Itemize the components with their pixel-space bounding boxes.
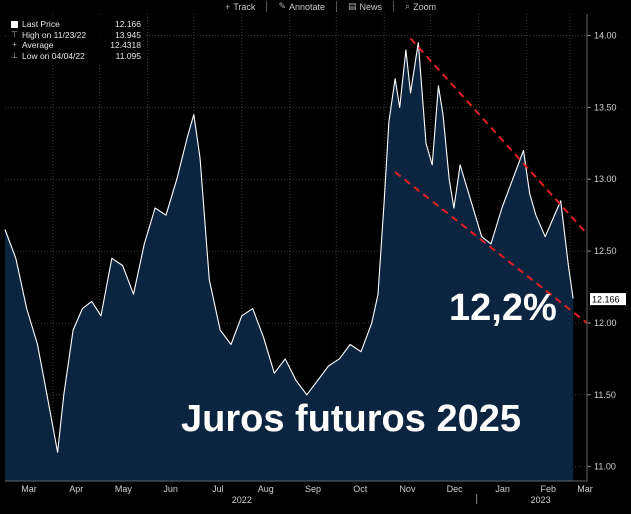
x-tick-label: Sep: [305, 484, 321, 494]
zoom-button[interactable]: ⌕ Zoom: [405, 1, 437, 12]
legend-row-low: ⊥ Low on 04/04/22 11.095: [11, 50, 141, 61]
legend-row-last-price: Last Price 12.166: [11, 19, 141, 30]
x-tick-label: Jun: [163, 484, 178, 494]
title-annotation: Juros futuros 2025: [181, 398, 521, 440]
high-marker-icon: ⊤: [11, 29, 18, 39]
year-label: 2022: [232, 495, 252, 505]
y-tick-label: 12.50: [594, 246, 617, 256]
y-tick-label: 13.50: [594, 102, 617, 112]
y-tick-label: 11.50: [594, 390, 616, 400]
toolbar-divider: [266, 1, 268, 12]
x-tick-label: Nov: [399, 484, 416, 494]
annotate-button[interactable]: ✎ Annotate: [278, 1, 326, 12]
low-marker-icon: ⊥: [11, 50, 18, 60]
price-line: [4, 42, 574, 453]
x-axis: Mar Apr May Jun Jul Aug Sep Oct Nov Dec Jan Feb Mar 2…: [5, 480, 593, 505]
x-tick-label: Mar: [577, 484, 593, 494]
x-tick-label: Feb: [541, 484, 557, 494]
x-tick-label: Dec: [447, 484, 464, 494]
x-tick-label: Jul: [212, 484, 224, 494]
trend-line: [394, 171, 588, 324]
last-price-tag: 12.166: [590, 293, 626, 306]
trend-line: [409, 37, 588, 235]
last-price-box: [590, 293, 626, 306]
x-tick-label: Apr: [69, 484, 83, 494]
magnifier-icon: ⌕: [405, 1, 411, 11]
white-square-icon: [11, 20, 18, 28]
legend-row-average: + Average 12.4318: [12, 40, 141, 50]
x-tick-label: Jan: [495, 484, 510, 494]
x-tick-label: Aug: [258, 484, 274, 494]
track-button[interactable]: + Track: [225, 1, 256, 12]
y-tick-label: 14.00: [594, 31, 617, 41]
average-marker-icon: +: [12, 40, 17, 49]
news-button[interactable]: ▤ News: [348, 1, 383, 12]
newspaper-icon: ▤: [348, 1, 357, 11]
pencil-icon: ✎: [278, 1, 286, 11]
chart-toolbar: + Track ✎ Annotate ▤ News ⌕ Zoom: [222, 0, 439, 13]
toolbar-divider: [336, 1, 338, 12]
legend-row-high: ⊤ High on 11/23/22 13.945: [11, 29, 141, 40]
y-tick-label: 12.00: [594, 318, 617, 328]
y-tick-label: 11.00: [594, 462, 616, 472]
year-label: 2023: [531, 495, 551, 505]
x-tick-label: Oct: [353, 484, 368, 494]
crosshair-icon: +: [225, 1, 231, 12]
y-axis: 11.00 11.50 12.00 12.50 13.00 13.50 14.00: [586, 14, 617, 481]
chart-legend: Last Price 12.166 ⊤ High on 11/23/22 13.9…: [8, 17, 144, 63]
price-area-fill: [5, 42, 574, 481]
trend-lines: [394, 37, 588, 324]
toolbar-divider: [393, 1, 395, 12]
price-area: [4, 42, 574, 481]
x-tick-label: May: [115, 484, 133, 494]
last-price-label: 12.166: [592, 295, 620, 305]
y-tick-label: 13.00: [594, 174, 617, 184]
rate-annotation: 12,2%: [449, 287, 557, 329]
x-tick-label: Mar: [21, 484, 37, 494]
